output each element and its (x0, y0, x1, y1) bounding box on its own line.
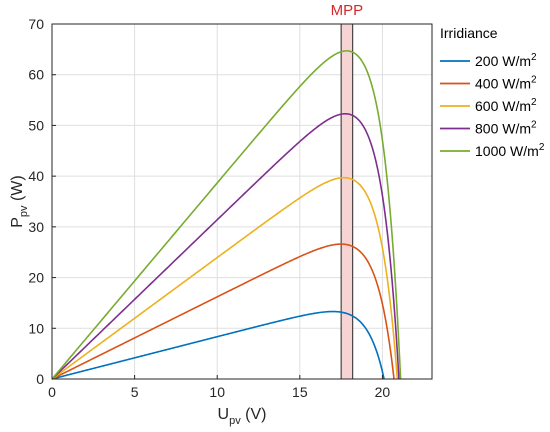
series-line-2 (51, 243, 395, 380)
legend-label-3: 600 W/m2 (475, 97, 537, 114)
y-tick-labels: 0 10 20 30 40 50 60 70 (28, 16, 56, 387)
legend-label-1: 200 W/m2 (475, 52, 537, 69)
mpp-region (340, 23, 354, 380)
x-tick-label: 10 (209, 384, 225, 400)
series-line-1 (51, 310, 385, 380)
x-tick-labels: 0 5 10 15 20 (48, 375, 390, 400)
y-tick-label: 10 (28, 320, 44, 336)
series-lines (51, 50, 402, 380)
mpp-band (340, 23, 354, 380)
legend-title: Irridiance (440, 25, 498, 41)
series-line-5 (51, 50, 402, 380)
y-tick-label: 40 (28, 168, 44, 184)
y-tick-label: 0 (36, 371, 44, 387)
y-tick-label: 30 (28, 219, 44, 235)
legend-label-4: 800 W/m2 (475, 120, 537, 137)
x-tick-label: 15 (292, 384, 308, 400)
x-tick-label: 5 (131, 384, 139, 400)
series-line-3 (51, 176, 399, 380)
y-tick-label: 50 (28, 117, 44, 133)
y-tick-label: 60 (28, 67, 44, 83)
y-tick-label: 70 (28, 16, 44, 32)
x-tick-label: 0 (48, 384, 56, 400)
legend-label-5: 1000 W/m2 (475, 142, 545, 159)
legend: Irridiance 200 W/m2 400 W/m2 600 W/m2 800 W… (440, 25, 545, 159)
x-axis-label: Upv (V) (218, 406, 267, 427)
grid-lines (51, 23, 432, 380)
legend-label-2: 400 W/m2 (475, 75, 537, 92)
y-tick-label: 20 (28, 270, 44, 286)
plot-frame (51, 23, 433, 380)
mpp-label: MPP (331, 2, 364, 19)
x-tick-label: 20 (375, 384, 391, 400)
y-axis-label: Ppv (W) (9, 175, 30, 228)
series-line-4 (51, 112, 400, 380)
